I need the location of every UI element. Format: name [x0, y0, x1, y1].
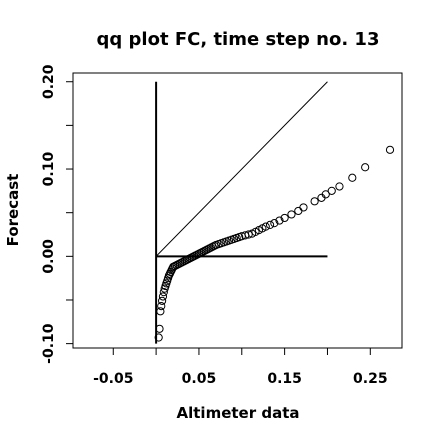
y-tick-label: -0.10 — [41, 323, 57, 364]
data-point — [158, 296, 167, 305]
y-tick-label: 0.00 — [41, 239, 57, 274]
y-axis-title: Forecast — [4, 174, 22, 247]
data-point — [275, 216, 284, 225]
data-point — [156, 307, 165, 316]
data-point — [385, 145, 395, 154]
data-point — [361, 163, 370, 172]
data-point — [159, 288, 168, 297]
plot-box — [72, 72, 403, 349]
data-point — [348, 173, 357, 182]
reference-line-identity — [155, 81, 328, 257]
data-point — [270, 219, 279, 228]
x-tick-label: 0.25 — [353, 371, 388, 387]
data-point — [310, 197, 319, 206]
data-point — [335, 182, 344, 191]
data-point — [327, 186, 336, 195]
x-tick-label: -0.05 — [93, 371, 133, 387]
data-point — [321, 190, 330, 199]
reference-lines — [155, 81, 328, 344]
data-point — [265, 220, 275, 230]
x-axis-title: Altimeter data — [177, 404, 300, 422]
x-tick-label: 0.05 — [182, 371, 217, 387]
y-tick-label: 0.20 — [41, 64, 57, 99]
data-point — [158, 292, 168, 301]
chart-title: qq plot FC, time step no. 13 — [97, 29, 380, 50]
y-tick-label: 0.10 — [41, 152, 57, 187]
data-point — [154, 333, 163, 342]
x-tick-label: 0.15 — [267, 371, 302, 387]
data-point — [155, 324, 164, 333]
data-point — [280, 213, 289, 223]
data-point — [299, 203, 308, 212]
data-point — [244, 230, 253, 239]
data-point — [210, 241, 219, 250]
y-axis: -0.10 0.00 0.10 0.20 — [41, 64, 73, 364]
data-point — [287, 210, 296, 219]
data-point — [261, 222, 270, 231]
data-points — [154, 145, 395, 342]
data-point — [157, 301, 166, 311]
x-axis: -0.05 0.05 0.15 0.25 — [93, 348, 388, 387]
